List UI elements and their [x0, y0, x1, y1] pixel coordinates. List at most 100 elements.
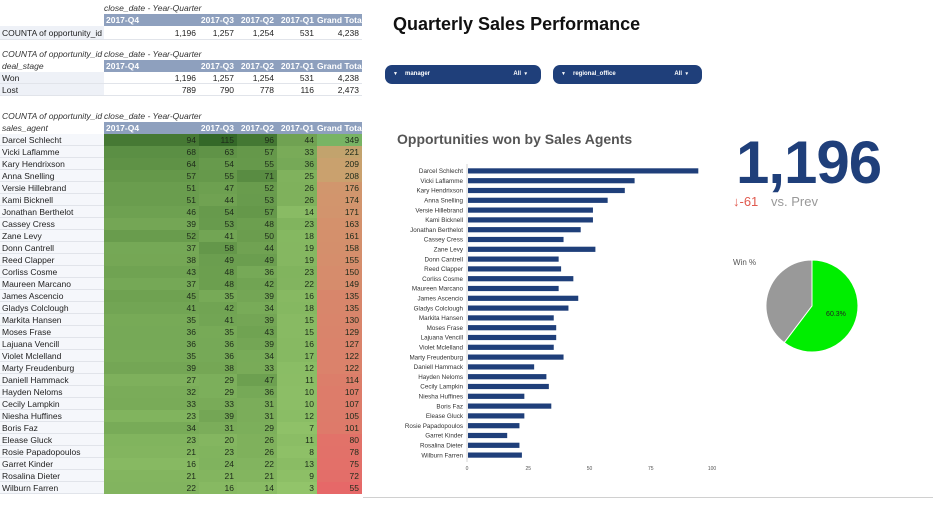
table-row: Violet Mclelland 35 36 34 17 122	[0, 350, 362, 362]
value-cell: 31	[199, 422, 237, 434]
chevron-down-icon: ▾	[524, 71, 527, 77]
value-cell: 33	[199, 398, 237, 410]
value-cell: 33	[104, 398, 199, 410]
value-cell: 39	[237, 290, 277, 302]
value-cell: 790	[199, 84, 237, 96]
value-cell: 158	[317, 242, 362, 254]
value-cell: 174	[317, 194, 362, 206]
value-cell: 19	[277, 242, 317, 254]
value-cell: 22	[104, 482, 199, 494]
value-cell: 41	[199, 230, 237, 242]
table-row: Moses Frase 36 35 43 15 129	[0, 326, 362, 338]
row-label: Vicki Laflamme	[0, 146, 104, 158]
value-cell: 1,257	[199, 26, 237, 40]
pie-slice-label: 60.3%	[826, 311, 846, 318]
row-label: Moses Frase	[0, 326, 104, 338]
row-label: Niesha Huffines	[0, 410, 104, 422]
value-cell: 16	[277, 290, 317, 302]
value-cell: 36	[277, 158, 317, 170]
bar	[468, 315, 554, 321]
value-cell: 171	[317, 206, 362, 218]
regional-office-filter[interactable]: ▼ regional_office All ▾	[553, 65, 702, 84]
table-row: Gladys Colclough 41 42 34 18 135	[0, 302, 362, 314]
value-cell: 36	[237, 266, 277, 278]
category-label: Maureen Marcano	[412, 286, 464, 293]
value-cell: 107	[317, 398, 362, 410]
bar	[468, 256, 559, 262]
value-cell: 39	[237, 338, 277, 350]
column-header: 2017-Q2	[237, 14, 277, 26]
row-label: Elease Gluck	[0, 434, 104, 446]
value-cell: 1,196	[104, 26, 199, 40]
value-cell: 47	[237, 374, 277, 386]
column-dimension-label: close_date - Year-Quarter	[104, 111, 202, 121]
category-label: Hayden Neloms	[418, 374, 463, 381]
value-cell: 24	[199, 458, 237, 470]
row-label: Daniell Hammack	[0, 374, 104, 386]
value-cell: 37	[104, 278, 199, 290]
row-label: James Ascencio	[0, 290, 104, 302]
value-cell: 34	[237, 350, 277, 362]
row-label: Cassey Cress	[0, 218, 104, 230]
value-cell: 54	[199, 206, 237, 218]
value-cell: 176	[317, 182, 362, 194]
table-row: sales_agent 2017-Q4 2017-Q3 2017-Q2 2017-Q1 G…	[0, 122, 362, 134]
category-label: Rosie Papadopoulos	[405, 423, 463, 430]
bar	[468, 207, 593, 213]
value-cell: 107	[317, 386, 362, 398]
category-label: Zane Levy	[434, 247, 464, 254]
table-row: COUNTA of opportunity_id close_date - Yea…	[0, 110, 362, 122]
value-cell: 43	[104, 266, 199, 278]
value-cell: 44	[277, 134, 317, 146]
category-label: Lajuana Vencill	[421, 335, 463, 342]
column-header: 2017-Q4	[104, 60, 199, 72]
value-cell: 101	[317, 422, 362, 434]
bar	[468, 383, 549, 390]
value-cell: 161	[317, 230, 362, 242]
value-cell: 22	[277, 278, 317, 290]
table-row: Marty Freudenburg 39 38 33 12 122	[0, 362, 362, 374]
row-label: Wilburn Farren	[0, 482, 104, 494]
filter-value: All	[674, 71, 682, 77]
category-label: James Ascencio	[418, 296, 464, 303]
row-label: Maureen Marcano	[0, 278, 104, 290]
row-label: Hayden Neloms	[0, 386, 104, 398]
category-label: Gladys Colclough	[414, 305, 464, 312]
value-cell: 55	[199, 170, 237, 182]
category-label: Rosalina Dieter	[420, 443, 463, 450]
value-cell: 46	[104, 206, 199, 218]
value-cell: 21	[104, 470, 199, 482]
value-cell: 130	[317, 314, 362, 326]
value-cell: 36	[237, 386, 277, 398]
value-cell: 4,238	[317, 26, 362, 40]
filter-label: manager	[405, 71, 431, 77]
table-row: Lajuana Vencill 36 36 39 16 127	[0, 338, 362, 350]
value-cell: 16	[277, 338, 317, 350]
value-cell: 49	[237, 254, 277, 266]
value-cell: 21	[104, 446, 199, 458]
dropdown-caret-icon: ▼	[561, 71, 566, 77]
table-row: Rosie Papadopoulos 21 23 26 8 78	[0, 446, 362, 458]
value-cell: 36	[104, 326, 199, 338]
category-label: Cecily Lampkin	[420, 384, 463, 391]
table-row: Maureen Marcano 37 48 42 22 149	[0, 278, 362, 290]
value-cell: 531	[277, 26, 317, 40]
value-cell: 155	[317, 254, 362, 266]
value-cell: 122	[317, 362, 362, 374]
value-cell: 4,238	[317, 72, 362, 84]
filter-value: All	[513, 71, 521, 77]
manager-filter[interactable]: ▼ manager All ▾	[385, 65, 541, 84]
value-cell: 75	[317, 458, 362, 470]
value-cell: 42	[199, 302, 237, 314]
value-cell: 209	[317, 158, 362, 170]
x-tick-label: 100	[708, 466, 717, 472]
bar	[468, 442, 520, 448]
table-row: Kary Hendrixson 64 54 55 36 209	[0, 158, 362, 170]
value-cell: 149	[317, 278, 362, 290]
value-cell: 531	[277, 72, 317, 84]
value-cell: 11	[277, 434, 317, 446]
value-cell: 105	[317, 410, 362, 422]
value-cell: 53	[199, 218, 237, 230]
value-cell: 45	[104, 290, 199, 302]
value-cell: 16	[104, 458, 199, 470]
